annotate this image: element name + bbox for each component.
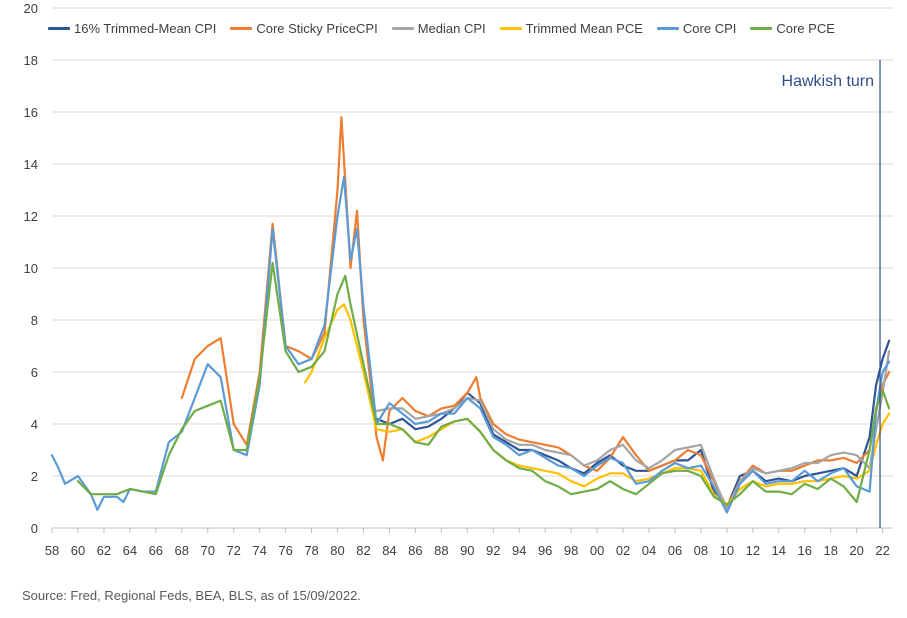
legend-swatch: [656, 27, 679, 30]
legend-item: Median CPI: [391, 21, 486, 36]
annotation-label: Hawkish turn: [782, 73, 874, 90]
legend-swatch: [230, 27, 253, 30]
y-tick-label: 4: [31, 417, 38, 432]
x-tick-label: 88: [434, 543, 448, 558]
legend-label: Trimmed Mean PCE: [525, 21, 643, 36]
legend-label: Core CPI: [682, 21, 737, 36]
y-tick-label: 2: [31, 469, 38, 484]
series-lines: [50, 116, 891, 514]
x-tick-label: 84: [382, 543, 396, 558]
legend-swatch: [499, 27, 522, 30]
x-tick-label: 14: [772, 543, 786, 558]
gridlines: [52, 7, 893, 529]
y-tick-label: 0: [31, 521, 38, 536]
x-tick-label: 96: [538, 543, 552, 558]
x-tick-label: 16: [798, 543, 812, 558]
x-tick-label: 22: [875, 543, 889, 558]
y-tick-label: 14: [24, 157, 38, 172]
legend-swatch: [391, 27, 414, 30]
x-axis-ticks: 58 60 62 64 66 68 70 72 74 76 78 80 82 84 86 88 90 92 94 96…: [45, 528, 890, 558]
x-tick-label: 90: [460, 543, 474, 558]
series-line-core-cpi: [50, 175, 891, 514]
legend-swatch: [48, 27, 70, 30]
legend-item: Core CPI: [656, 21, 737, 36]
series-line-core-pce: [76, 261, 891, 506]
y-tick-label: 10: [24, 261, 38, 276]
legend-swatch: [750, 27, 773, 30]
x-tick-label: 08: [694, 543, 708, 558]
x-tick-label: 64: [123, 543, 137, 558]
x-tick-label: 70: [201, 543, 215, 558]
x-tick-label: 76: [278, 543, 292, 558]
y-tick-label: 16: [24, 105, 38, 120]
y-tick-label: 8: [31, 313, 38, 328]
x-tick-label: 12: [746, 543, 760, 558]
x-tick-label: 92: [486, 543, 500, 558]
legend-item: Core Sticky PriceCPI: [230, 21, 378, 36]
x-tick-label: 94: [512, 543, 526, 558]
series-line-trimmed-mean-pce: [304, 303, 891, 506]
y-tick-label: 18: [24, 53, 38, 68]
legend-label: Median CPI: [417, 21, 486, 36]
x-tick-label: 72: [226, 543, 240, 558]
series-line-core-sticky-pricecpi: [180, 116, 891, 509]
x-tick-label: 58: [45, 543, 59, 558]
x-tick-label: 20: [849, 543, 863, 558]
legend-label: Core Sticky PriceCPI: [256, 21, 378, 36]
x-tick-label: 78: [304, 543, 318, 558]
source-note: Source: Fred, Regional Feds, BEA, BLS, a…: [22, 588, 361, 603]
x-tick-label: 00: [590, 543, 604, 558]
x-tick-label: 82: [356, 543, 370, 558]
x-tick-label: 66: [149, 543, 163, 558]
x-tick-label: 86: [408, 543, 422, 558]
x-tick-label: 06: [668, 543, 682, 558]
annotations: Hawkish turn: [782, 60, 881, 528]
x-tick-label: 18: [823, 543, 837, 558]
x-tick-label: 74: [252, 543, 266, 558]
legend: 16% Trimmed-Mean CPI Core Sticky PriceCPI…: [48, 21, 835, 36]
x-tick-label: 68: [175, 543, 189, 558]
legend-label: Core PCE: [776, 21, 835, 36]
x-tick-label: 04: [642, 543, 656, 558]
x-tick-label: 02: [616, 543, 630, 558]
legend-item: 16% Trimmed-Mean CPI: [48, 21, 216, 36]
x-tick-label: 10: [720, 543, 734, 558]
x-tick-label: 80: [330, 543, 344, 558]
y-tick-label: 20: [24, 1, 38, 16]
y-axis-ticks: 0 2 4 6 8 10 12 14 16 18 20: [24, 1, 38, 536]
x-tick-label: 60: [71, 543, 85, 558]
x-tick-label: 62: [97, 543, 111, 558]
legend-item: Core PCE: [750, 21, 835, 36]
y-tick-label: 6: [31, 365, 38, 380]
x-tick-label: 98: [564, 543, 578, 558]
y-tick-label: 12: [24, 209, 38, 224]
legend-label: 16% Trimmed-Mean CPI: [74, 21, 217, 36]
legend-item: Trimmed Mean PCE: [499, 21, 643, 36]
